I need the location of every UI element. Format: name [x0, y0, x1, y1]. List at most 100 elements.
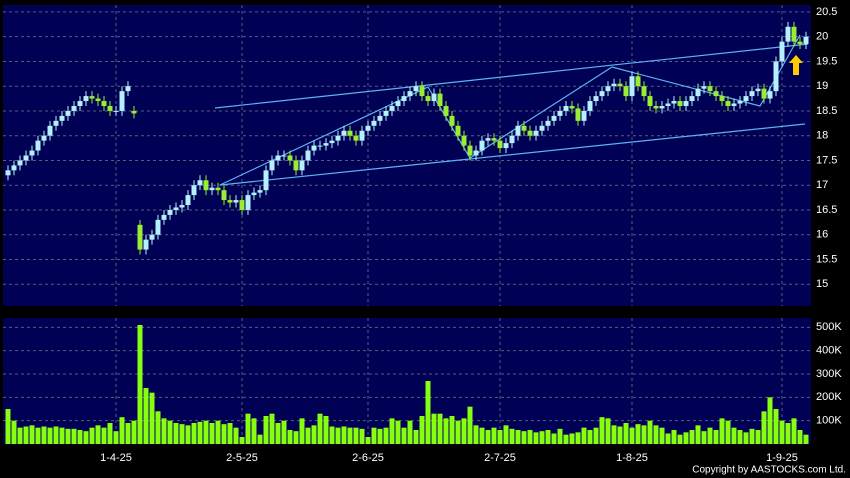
- volume-bar: [677, 434, 683, 444]
- volume-bar: [155, 411, 161, 444]
- volume-bar: [737, 430, 743, 444]
- candle-body: [257, 190, 263, 193]
- volume-bar: [317, 413, 323, 444]
- candle-body: [779, 41, 785, 62]
- candle-body: [29, 150, 35, 156]
- volume-bar: [653, 425, 659, 444]
- y-tick-label: 19.5: [816, 55, 837, 67]
- candle-body: [191, 185, 197, 196]
- volume-bar: [65, 428, 71, 444]
- volume-bar: [515, 430, 521, 444]
- volume-bar: [275, 423, 281, 444]
- candle-body: [731, 103, 737, 106]
- candle-body: [521, 125, 527, 131]
- channel-lower: [219, 123, 806, 186]
- y-tick-label: 400K: [816, 345, 842, 357]
- candle-body: [377, 115, 383, 121]
- candle-body: [167, 209, 173, 215]
- candle-body: [749, 91, 755, 97]
- volume-bar: [347, 427, 353, 444]
- volume-bar: [611, 425, 617, 444]
- volume-bar: [11, 420, 17, 444]
- candle-body: [359, 130, 365, 141]
- volume-bar: [725, 420, 731, 444]
- candle-body: [107, 105, 113, 111]
- volume-bar: [299, 418, 305, 444]
- candle-body: [623, 86, 629, 97]
- candle-body: [563, 105, 569, 111]
- candle-body: [95, 98, 101, 102]
- candle-body: [599, 91, 605, 97]
- candle-body: [173, 207, 179, 210]
- volume-bar: [599, 417, 605, 444]
- volume-bar: [383, 427, 389, 444]
- candle-body: [449, 115, 455, 126]
- volume-bar: [305, 427, 311, 444]
- volume-bar: [245, 413, 251, 444]
- candle-body: [509, 135, 515, 144]
- candle-body: [503, 143, 509, 149]
- volume-bar: [113, 431, 119, 444]
- y-tick-label: 16: [816, 229, 828, 241]
- candle-body: [755, 88, 761, 92]
- candle-body: [5, 170, 11, 176]
- trend-lines: [214, 34, 809, 186]
- volume-bar: [545, 430, 551, 444]
- volume-bar: [125, 423, 131, 444]
- candle-body: [149, 234, 155, 240]
- volume-bar: [179, 424, 185, 444]
- volume-bar: [779, 420, 785, 444]
- zigzag-line: [219, 34, 801, 186]
- candle-body: [725, 101, 731, 106]
- candle-body: [311, 145, 317, 151]
- candle-body: [767, 91, 773, 99]
- volume-bar: [437, 413, 443, 444]
- volume-bar: [233, 427, 239, 444]
- volume-bar: [227, 423, 233, 444]
- volume-bar: [593, 427, 599, 444]
- candle-body: [269, 160, 275, 171]
- candle-body: [137, 224, 143, 250]
- volume-bar: [335, 427, 341, 444]
- candle-body: [83, 96, 89, 102]
- volume-bar: [287, 430, 293, 444]
- candle-body: [539, 125, 545, 131]
- candle-body: [23, 155, 29, 161]
- candle-body: [431, 93, 437, 102]
- candle-body: [491, 138, 497, 141]
- candle-body: [587, 101, 593, 111]
- candle-body: [593, 96, 599, 102]
- volume-bar: [629, 427, 635, 444]
- candle-body: [251, 192, 257, 196]
- candle-body: [737, 101, 743, 104]
- candle-body: [689, 96, 695, 102]
- y-tick-label: 17: [816, 179, 828, 191]
- y-tick-label: 16.5: [816, 204, 837, 216]
- volume-bar: [239, 437, 245, 444]
- volume-bar: [479, 427, 485, 444]
- candle-body: [455, 125, 461, 136]
- volume-bar: [95, 425, 101, 444]
- candle-body: [635, 76, 641, 87]
- x-tick-label: 1-4-25: [100, 452, 132, 464]
- volume-bar: [641, 425, 647, 444]
- x-tick-label: 2-5-25: [226, 452, 258, 464]
- volume-bar: [485, 430, 491, 444]
- volume-bar: [533, 432, 539, 444]
- volume-bar: [293, 431, 299, 444]
- candle-body: [305, 150, 311, 161]
- candle-body: [71, 105, 77, 111]
- volume-bar: [131, 420, 137, 444]
- candle-body: [605, 86, 611, 92]
- candle-body: [461, 135, 467, 146]
- candle-body: [53, 120, 59, 126]
- candle-body: [791, 26, 797, 42]
- volume-bar: [743, 432, 749, 444]
- volume-bar: [269, 413, 275, 444]
- volume-bar: [551, 433, 557, 444]
- volume-bar: [563, 434, 569, 444]
- volume-bar: [521, 431, 527, 444]
- volume-bar: [575, 432, 581, 444]
- volume-bar: [665, 433, 671, 444]
- volume-bar: [89, 427, 95, 444]
